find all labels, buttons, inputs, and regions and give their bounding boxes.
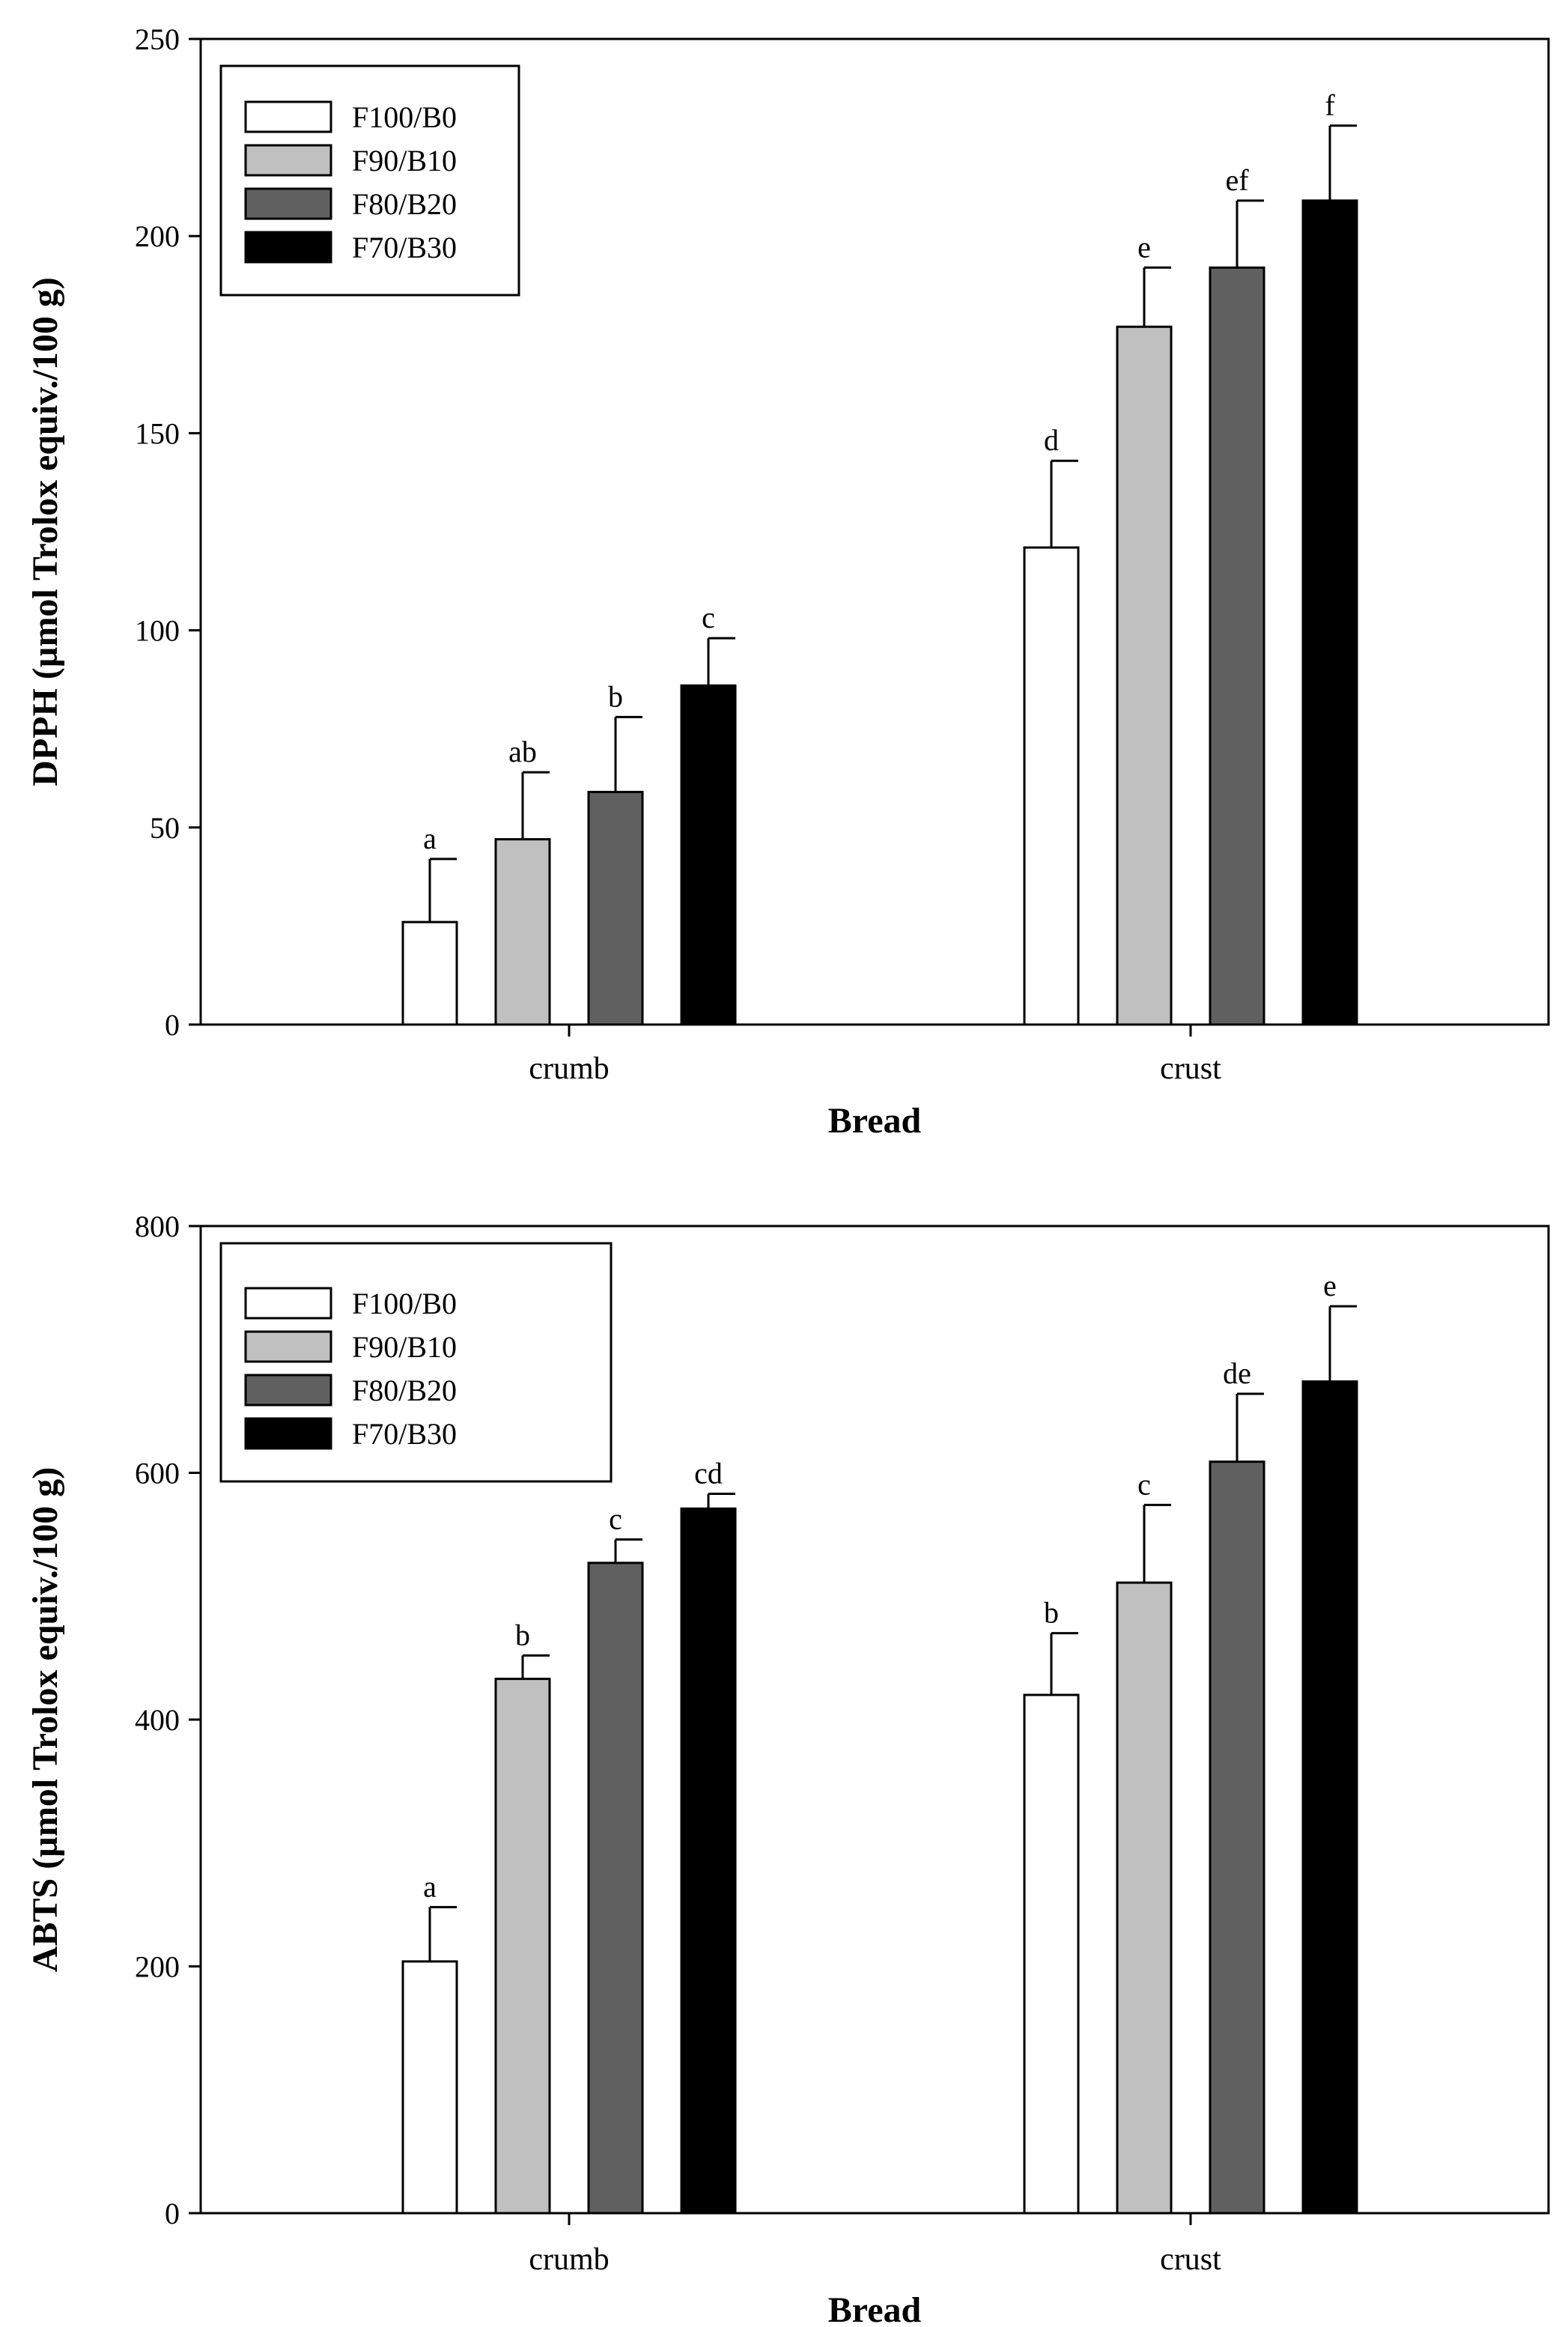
y-tick-label: 0 (165, 1008, 180, 1042)
plot-frame (199, 37, 1550, 1026)
legend-swatch (244, 231, 332, 264)
legend: F100/B0 F90/B10 F80/B20 F70/B30 (219, 64, 520, 297)
y-tick-label: 50 (150, 811, 180, 845)
bar-f90-b10-crumb (494, 838, 551, 1026)
legend-label: F90/B10 (352, 144, 457, 178)
x-axis-title: Bread (828, 1101, 922, 1141)
bar-f80-b20-crust (1209, 1460, 1265, 2215)
y-tick-label: 400 (135, 1703, 180, 1737)
bar-f100-b0-crumb (401, 920, 458, 1026)
significance-label: ef (1225, 163, 1249, 197)
significance-label: c (609, 1502, 622, 1535)
y-tick-label: 600 (135, 1457, 180, 1490)
bar-f80-b20-crumb (587, 1562, 644, 2215)
legend-label: F90/B10 (352, 1330, 457, 1364)
y-axis-title: ABTS (µmol Trolox equiv./100 g) (25, 1467, 65, 1972)
x-axis-title: Bread (828, 2290, 922, 2327)
significance-label: b (1044, 1596, 1059, 1630)
y-tick-label: 150 (135, 416, 180, 450)
legend-swatch (244, 1330, 332, 1363)
significance-label: a (423, 1869, 437, 1903)
significance-label: ab (508, 735, 537, 768)
legend-swatch (244, 187, 332, 220)
significance-label: b (608, 679, 623, 713)
legend-swatch (244, 1374, 332, 1407)
y-tick-label: 100 (135, 614, 180, 648)
bar-f100-b0-crust (1023, 1693, 1080, 2215)
x-tick-label: crumb (529, 1052, 609, 1086)
bar-f90-b10-crust (1116, 1581, 1173, 2215)
significance-label: b (515, 1618, 530, 1651)
legend-swatch (244, 1417, 332, 1450)
dpph-chart: 0 50 100 150 200 250 crumb crust a d ab e b ef c f Bread… (25, 22, 1550, 1141)
bar-f80-b20-crust (1209, 266, 1265, 1026)
legend-label: F80/B20 (352, 187, 457, 221)
y-tick-label: 200 (135, 219, 180, 253)
x-tick-label: crust (1160, 1052, 1221, 1086)
significance-label: e (1137, 230, 1151, 264)
y-axis-title: DPPH (µmol Trolox equiv./100 g) (25, 277, 65, 786)
significance-label: cd (694, 1457, 723, 1490)
legend-label: F100/B0 (352, 1287, 457, 1320)
legend-label: F100/B0 (352, 100, 457, 134)
legend-label: F80/B20 (352, 1374, 457, 1407)
legend-swatch (244, 1287, 332, 1320)
legend-label: F70/B30 (352, 1417, 457, 1451)
y-tick-label: 800 (135, 1210, 180, 1243)
bar-f100-b0-crust (1023, 546, 1080, 1026)
legend-label: F70/B30 (352, 231, 457, 264)
significance-label: de (1223, 1356, 1251, 1390)
y-tick-label: 0 (165, 2197, 180, 2230)
significance-label: d (1044, 423, 1059, 457)
bar-f80-b20-crumb (587, 790, 644, 1026)
bar-f70-b30-crumb (680, 684, 737, 1026)
x-tick-label: crust (1160, 2242, 1221, 2277)
y-tick-label: 200 (135, 1950, 180, 1984)
significance-label: c (1137, 1467, 1151, 1501)
bar-f70-b30-crust (1301, 199, 1358, 1026)
significance-label: e (1323, 1269, 1337, 1302)
bar-f90-b10-crumb (494, 1678, 551, 2215)
legend: F100/B0 F90/B10 F80/B20 F70/B30 (219, 1242, 613, 1483)
legend-swatch (244, 144, 332, 177)
significance-label: c (702, 601, 715, 634)
bar-f90-b10-crust (1116, 325, 1173, 1026)
significance-label: f (1325, 88, 1335, 122)
legend-swatch (244, 100, 332, 133)
y-tick-label: 250 (135, 22, 180, 56)
significance-label: a (423, 822, 437, 855)
bar-f70-b30-crumb (680, 1507, 737, 2215)
x-tick-label: crumb (529, 2242, 609, 2277)
bar-f70-b30-crust (1301, 1380, 1358, 2215)
bar-f100-b0-crumb (401, 1960, 458, 2215)
